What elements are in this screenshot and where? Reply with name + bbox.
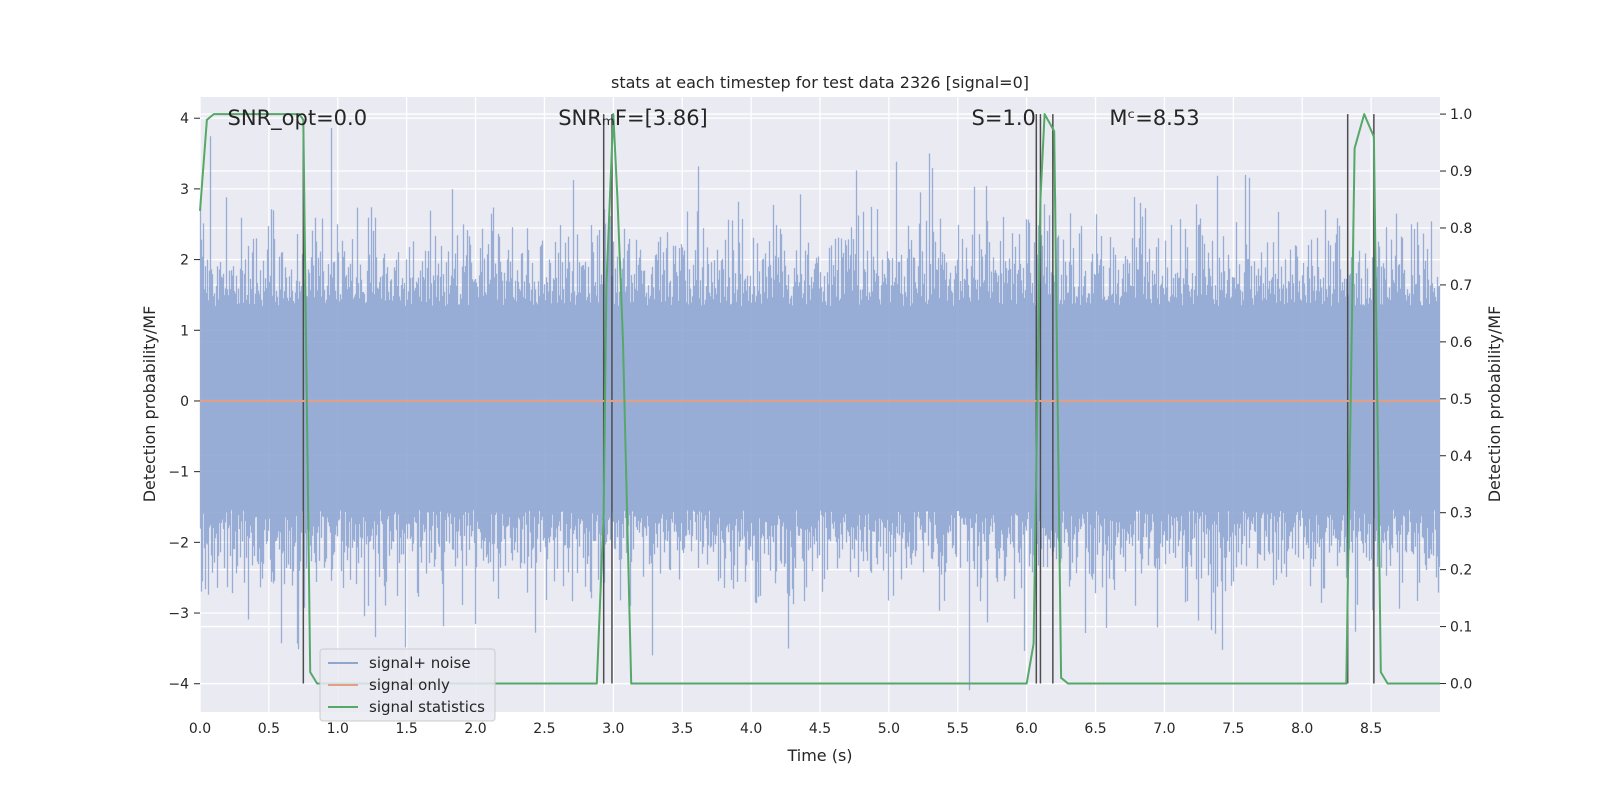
x-tick-label: 0.0 (189, 721, 211, 737)
series-lines (199, 113, 1440, 685)
x-tick-label: 0.5 (258, 721, 280, 737)
y-left-tick-label: 4 (180, 111, 189, 127)
y-left-tick-label: 1 (180, 323, 189, 339)
y-right-tick-label: 0.0 (1450, 677, 1472, 693)
y-right-tick-label: 0.8 (1450, 221, 1472, 237)
x-axis-label: Time (s) (786, 746, 852, 765)
y-left-tick-label: −3 (168, 606, 189, 622)
signal-statistics-line (199, 113, 1440, 685)
signal-noise-series (199, 128, 1441, 691)
x-tick-label: 5.0 (878, 721, 900, 737)
annotation-3: Mᶜ=8.53 (1109, 106, 1199, 130)
y-left-tick-label: 2 (180, 253, 189, 269)
y-axis-right-label: Detection probability/MF (1485, 306, 1504, 503)
legend-entry-statistics: signal statistics (369, 698, 485, 716)
x-tick-label: 7.0 (1153, 721, 1175, 737)
y-left-tick-label: −2 (168, 535, 189, 551)
x-tick-label: 4.5 (809, 721, 831, 737)
annotation-1: SNRₘF=[3.86] (558, 106, 708, 130)
x-tick-label: 4.0 (740, 721, 762, 737)
x-tick-label: 6.5 (1084, 721, 1106, 737)
annotations: SNR_opt=0.0 SNRₘF=[3.86] S=1.0 Mᶜ=8.53 (228, 106, 1200, 131)
y-right-tick-label: 0.1 (1450, 620, 1472, 636)
x-tick-label: 1.5 (396, 721, 418, 737)
noise-series-path (199, 128, 1441, 691)
y-right-tick-label: 0.2 (1450, 563, 1472, 579)
x-tick-label: 2.0 (464, 721, 486, 737)
y-left-tick-label: −4 (168, 677, 189, 693)
y-left-tick-label: 3 (180, 182, 189, 198)
legend-entry-signal: signal only (369, 676, 450, 694)
x-tick-label: 1.0 (327, 721, 349, 737)
chart-title: stats at each timestep for test data 232… (611, 73, 1029, 92)
x-tick-label: 7.5 (1222, 721, 1244, 737)
legend: signal+ noise signal only signal statist… (319, 648, 496, 722)
y-right-tick-label: 0.4 (1450, 449, 1472, 465)
x-tick-label: 6.0 (1016, 721, 1038, 737)
legend-box (319, 648, 496, 722)
y-right-tick-label: 0.7 (1450, 278, 1472, 294)
annotation-2: S=1.0 (972, 106, 1036, 130)
x-tick-label: 3.0 (602, 721, 624, 737)
y-right-tick-label: 0.6 (1450, 335, 1472, 351)
x-tick-label: 8.5 (1360, 721, 1382, 737)
y-right-tick-label: 0.3 (1450, 506, 1472, 522)
annotation-0: SNR_opt=0.0 (228, 106, 368, 131)
legend-entry-noise: signal+ noise (369, 654, 471, 672)
y-left-tick-label: −1 (168, 465, 189, 481)
y-right-tick-label: 0.5 (1450, 392, 1472, 408)
y-right-tick-label: 0.9 (1450, 164, 1472, 180)
y-axis-left-label: Detection probability/MF (140, 306, 159, 503)
y-right-tick-label: 1.0 (1450, 107, 1472, 123)
ticks: 0.0 0.5 1.0 1.5 2.0 2.5 3.0 3.5 4.0 4.5 5.0 5.5 6.0 6… (168, 107, 1472, 737)
x-tick-label: 8.0 (1291, 721, 1313, 737)
y-left-tick-label: 0 (180, 394, 189, 410)
x-tick-label: 5.5 (947, 721, 969, 737)
x-tick-label: 2.5 (533, 721, 555, 737)
x-tick-label: 3.5 (671, 721, 693, 737)
